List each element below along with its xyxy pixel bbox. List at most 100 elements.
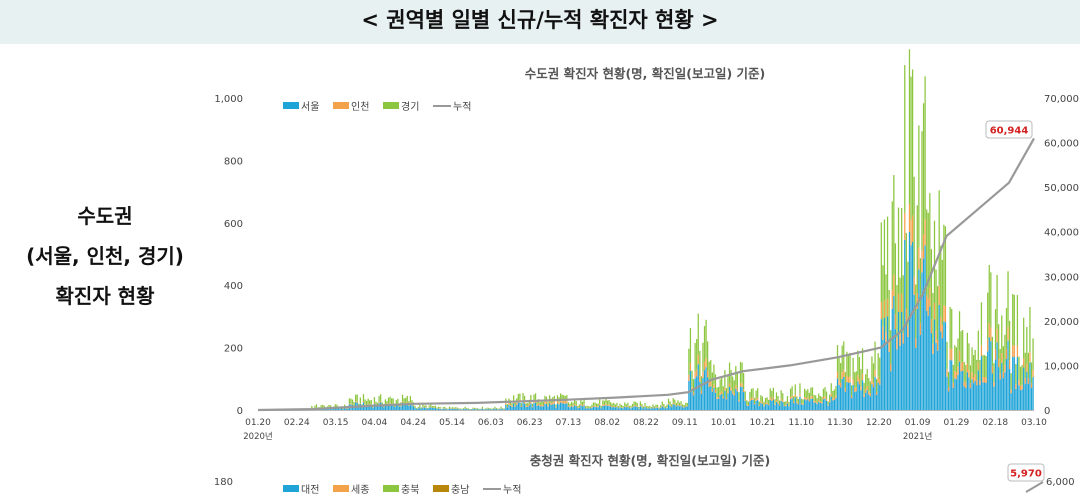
bar-incheon [804,397,806,400]
bar-gyeonggi [1004,334,1006,365]
bar-gyeonggi [958,311,961,351]
bar-seoul [1032,377,1034,410]
bar-gyeonggi [724,370,726,388]
bar-gyeonggi [498,408,501,410]
bar-incheon [1027,377,1030,384]
x-tick-label: 09.11 [672,418,698,428]
bar-gyeonggi [534,393,537,400]
bar-seoul [462,409,465,410]
bar-seoul [814,402,817,410]
bar-seoul [534,402,537,410]
bar-seoul [516,404,518,410]
bar-incheon [680,404,682,406]
bar-gyeonggi [367,398,369,404]
x-tick-label: 04.04 [362,418,388,428]
bar-seoul [947,391,950,410]
bar-incheon [849,376,851,383]
bar-gyeonggi [1016,294,1019,346]
bar-incheon [1013,345,1015,358]
bar-incheon [869,393,871,397]
bar-seoul [1021,389,1023,410]
bar-gyeonggi [916,205,918,294]
bar-seoul [899,345,901,410]
bar-incheon [380,401,382,403]
bar-seoul [757,399,759,410]
bar-seoul [913,294,915,410]
bar-gyeonggi [311,405,313,408]
bar-incheon [860,386,862,391]
bar-seoul [480,409,482,410]
bar-gyeonggi [384,399,386,405]
bar-seoul [972,383,975,410]
bar-incheon [580,404,582,406]
bar-seoul [642,408,645,410]
bar-gyeonggi [592,402,595,406]
bar-incheon [883,300,886,318]
bar-incheon [555,406,557,408]
bar-seoul [450,408,452,410]
bar-incheon [672,402,674,405]
bar-seoul [666,407,668,410]
bar-incheon [958,350,961,362]
bar-incheon [506,406,509,408]
bar-incheon [567,405,570,407]
bar-seoul [606,405,609,410]
bar-gyeonggi [794,384,796,395]
bar-gyeonggi [620,404,623,408]
bar-incheon [527,405,529,407]
bar-gyeonggi [783,401,785,406]
bar-incheon [954,371,956,379]
bar-gyeonggi [625,404,627,407]
bar-gyeonggi [578,404,580,407]
bar-incheon [674,403,676,405]
bar-seoul [1019,390,1022,410]
bar-gyeonggi [982,354,984,377]
bar-gyeonggi [434,405,437,408]
bar-incheon [916,293,918,309]
bar-gyeonggi [389,396,391,403]
bar-incheon [951,349,953,361]
bar-incheon [899,333,901,346]
bar-gyeonggi [414,405,416,408]
x-tick-label: 07.13 [556,418,582,428]
bar-incheon [553,401,555,404]
bar-seoul [965,387,967,410]
bar-gyeonggi [927,212,929,299]
bar-seoul [549,403,551,410]
bar-seoul [358,406,360,410]
bar-incheon [1026,363,1028,372]
bar-incheon [777,401,779,404]
bar-seoul [719,395,721,410]
bar-incheon [514,405,516,407]
bar-incheon [735,385,737,389]
bar-gyeonggi [416,408,418,409]
bar-incheon [921,250,923,273]
x-axis: 01.20 2020년 02.24 03.15 04.04 04.24 05.14 06.03… [243,418,1047,442]
bar-incheon [880,302,882,320]
bar-incheon [728,383,731,387]
legend-swatch [283,102,299,109]
bar-incheon [362,401,365,403]
bar-seoul [536,406,538,410]
bar-incheon [990,327,992,342]
bar-gyeonggi [481,406,483,409]
bar-gyeonggi [694,343,696,372]
bar-seoul [638,408,640,410]
bar-incheon [708,382,710,387]
second-chart-callout: 5,970 [1007,463,1045,482]
bar-seoul [816,404,818,410]
bar-incheon [561,400,563,404]
bar-gyeonggi [545,396,548,402]
bar-seoul [473,409,476,410]
callout-value: 60,944 [990,126,1029,137]
bar-gyeonggi [944,226,947,307]
bar-seoul [694,378,696,410]
bar-gyeonggi [768,399,770,405]
bar-gyeonggi [380,394,382,402]
bar-incheon [387,403,390,405]
bar-gyeonggi [630,405,632,408]
bar-seoul [819,402,821,410]
bar-gyeonggi [1030,362,1033,384]
bar-incheon [367,403,369,405]
bar-gyeonggi [426,408,429,409]
